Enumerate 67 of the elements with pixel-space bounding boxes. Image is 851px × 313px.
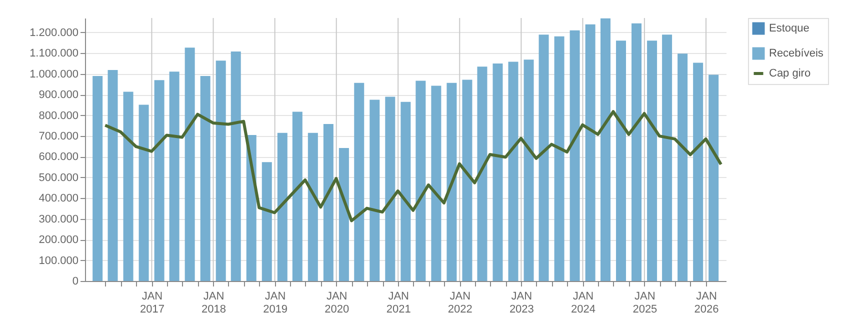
y-tick-label: 300.000 — [38, 213, 78, 226]
bar — [338, 148, 349, 281]
bar — [616, 40, 626, 281]
bar — [708, 74, 719, 281]
y-tick-label: 0 — [72, 276, 78, 288]
bar — [647, 40, 658, 281]
bar — [138, 104, 149, 281]
bar — [308, 132, 318, 281]
bar — [538, 34, 549, 281]
y-tick-label: 600.000 — [38, 151, 78, 164]
bar — [693, 62, 704, 281]
x-tick-label: JAN 2026 — [694, 290, 719, 313]
x-tick-label: JAN 2024 — [570, 290, 596, 313]
y-tick-label: 200.000 — [38, 234, 78, 246]
bar — [431, 86, 442, 281]
bar — [169, 72, 180, 281]
legend-label: Recebíveis — [769, 48, 824, 60]
bar — [184, 48, 195, 281]
bar — [508, 62, 518, 281]
bar — [524, 60, 534, 281]
bar — [92, 76, 103, 281]
bar — [585, 24, 596, 281]
bar — [416, 80, 426, 281]
bar — [570, 30, 580, 281]
line-series — [104, 110, 722, 222]
bar — [492, 64, 503, 281]
bar — [262, 162, 272, 281]
bar — [554, 36, 564, 281]
bar — [400, 102, 411, 281]
bar — [216, 60, 226, 281]
bar — [230, 52, 241, 281]
bar — [678, 54, 688, 281]
y-tick-label: 700.000 — [38, 130, 78, 143]
bar — [123, 92, 134, 281]
x-tick-label: JAN 2019 — [263, 290, 288, 313]
y-tick-label: 500.000 — [38, 172, 78, 184]
bar — [108, 70, 118, 281]
y-tick-label: 900.000 — [38, 89, 78, 102]
bar — [662, 34, 672, 281]
bar — [354, 82, 364, 281]
x-tick-label: JAN 2017 — [140, 290, 164, 313]
bar — [200, 76, 210, 281]
y-tick-label: 400.000 — [38, 192, 78, 205]
y-tick-label: 800.000 — [38, 110, 78, 122]
y-tick-label: 1.100.000 — [30, 48, 78, 60]
bar — [277, 132, 288, 281]
bar — [632, 23, 642, 281]
y-tick-label: 1.200.000 — [30, 26, 78, 39]
x-tick-label: JAN 2025 — [632, 290, 658, 313]
bar — [600, 18, 610, 281]
bar — [292, 112, 302, 281]
bar — [385, 96, 396, 281]
x-tick-label: JAN 2022 — [448, 290, 472, 313]
legend-label: Estoque — [769, 22, 810, 34]
bar — [323, 124, 334, 281]
legend-label: Cap giro — [769, 68, 811, 80]
bar — [446, 82, 457, 281]
bar — [462, 80, 472, 281]
y-tick-label: 100.000 — [38, 254, 78, 267]
bar — [477, 66, 488, 281]
x-tick-label: JAN 2020 — [324, 290, 350, 313]
x-tick-label: JAN 2018 — [202, 290, 226, 313]
bar — [370, 100, 380, 281]
x-tick-label: JAN 2023 — [509, 290, 534, 313]
bar — [154, 80, 164, 281]
x-tick-label: JAN 2021 — [386, 290, 411, 313]
y-tick-label: 1.000.000 — [30, 68, 78, 80]
